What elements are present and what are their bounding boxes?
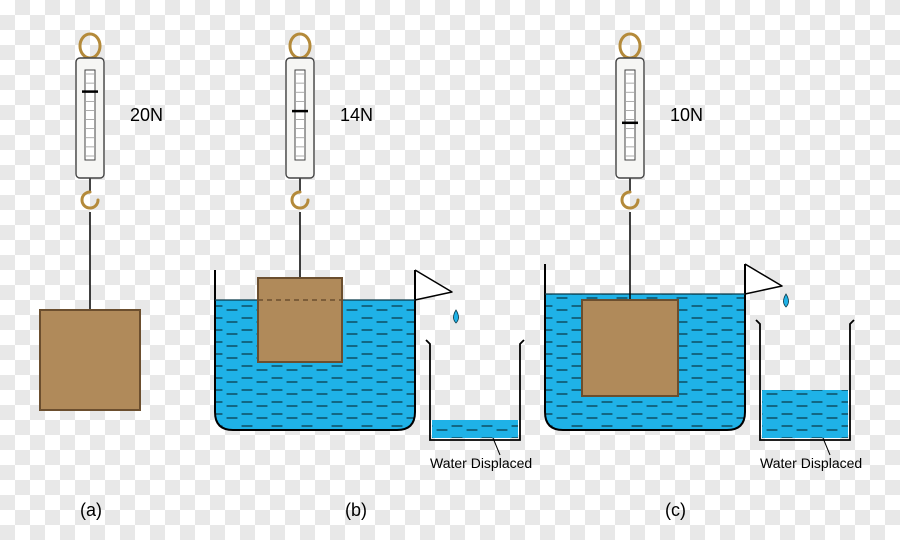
panel-label-b: (b)	[345, 500, 367, 521]
panel-label-a: (a)	[80, 500, 102, 521]
force-label-a: 20N	[130, 105, 163, 126]
force-label-c: 10N	[670, 105, 703, 126]
force-label-b: 14N	[340, 105, 373, 126]
displaced-label-c: Water Displaced	[760, 455, 862, 471]
displaced-label-b: Water Displaced	[430, 455, 532, 471]
panel-label-c: (c)	[665, 500, 686, 521]
